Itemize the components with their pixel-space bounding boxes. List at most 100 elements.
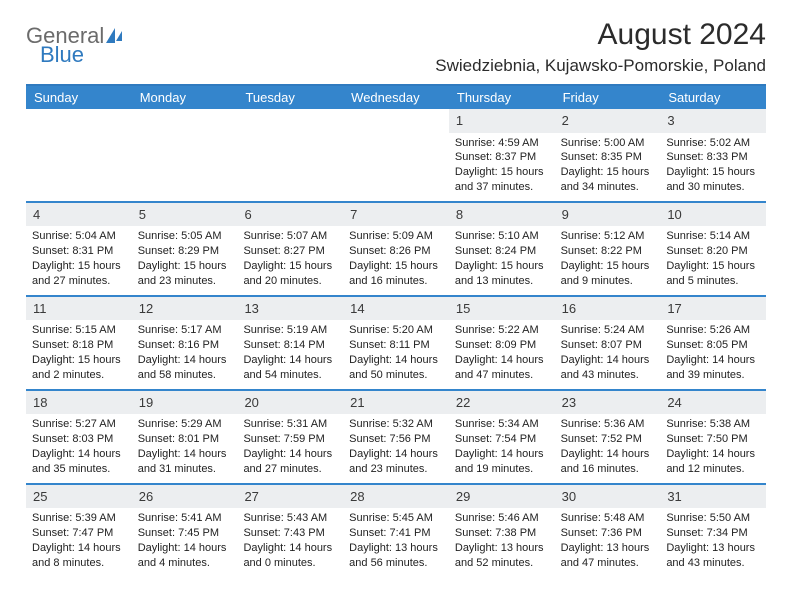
sunset-text: Sunset: 8:29 PM — [138, 244, 232, 259]
sunset-text: Sunset: 7:41 PM — [349, 526, 443, 541]
sunrise-text: Sunrise: 5:05 AM — [138, 229, 232, 244]
day-number: 5 — [132, 203, 238, 227]
daylight-text: Daylight: 15 hours and 13 minutes. — [455, 259, 549, 289]
daylight-text: Daylight: 14 hours and 54 minutes. — [243, 353, 337, 383]
day-body: Sunrise: 5:48 AMSunset: 7:36 PMDaylight:… — [555, 508, 661, 576]
sunrise-text: Sunrise: 5:02 AM — [666, 136, 760, 151]
sunrise-text: Sunrise: 5:50 AM — [666, 511, 760, 526]
day-cell: 25Sunrise: 5:39 AMSunset: 7:47 PMDayligh… — [26, 485, 132, 577]
sunrise-text: Sunrise: 5:26 AM — [666, 323, 760, 338]
daylight-text: Daylight: 15 hours and 16 minutes. — [349, 259, 443, 289]
daylight-text: Daylight: 15 hours and 2 minutes. — [32, 353, 126, 383]
sunrise-text: Sunrise: 5:17 AM — [138, 323, 232, 338]
daylight-text: Daylight: 13 hours and 47 minutes. — [561, 541, 655, 571]
sunset-text: Sunset: 7:43 PM — [243, 526, 337, 541]
day-cell: 7Sunrise: 5:09 AMSunset: 8:26 PMDaylight… — [343, 203, 449, 295]
sunrise-text: Sunrise: 5:04 AM — [32, 229, 126, 244]
sunrise-text: Sunrise: 5:10 AM — [455, 229, 549, 244]
daylight-text: Daylight: 14 hours and 58 minutes. — [138, 353, 232, 383]
sunrise-text: Sunrise: 5:36 AM — [561, 417, 655, 432]
sunrise-text: Sunrise: 5:38 AM — [666, 417, 760, 432]
day-of-week-row: Sunday Monday Tuesday Wednesday Thursday… — [26, 86, 766, 109]
day-cell: 4Sunrise: 5:04 AMSunset: 8:31 PMDaylight… — [26, 203, 132, 295]
day-number: 23 — [555, 391, 661, 415]
page-title: August 2024 — [435, 18, 766, 52]
day-number: 10 — [660, 203, 766, 227]
day-body: Sunrise: 4:59 AMSunset: 8:37 PMDaylight:… — [449, 133, 555, 201]
sunrise-text: Sunrise: 4:59 AM — [455, 136, 549, 151]
day-cell: 5Sunrise: 5:05 AMSunset: 8:29 PMDaylight… — [132, 203, 238, 295]
day-number: 17 — [660, 297, 766, 321]
day-number: 1 — [449, 109, 555, 133]
daylight-text: Daylight: 14 hours and 16 minutes. — [561, 447, 655, 477]
day-cell: 31Sunrise: 5:50 AMSunset: 7:34 PMDayligh… — [660, 485, 766, 577]
sunrise-text: Sunrise: 5:29 AM — [138, 417, 232, 432]
day-body: Sunrise: 5:32 AMSunset: 7:56 PMDaylight:… — [343, 414, 449, 482]
daylight-text: Daylight: 14 hours and 8 minutes. — [32, 541, 126, 571]
sunrise-text: Sunrise: 5:46 AM — [455, 511, 549, 526]
day-cell: 29Sunrise: 5:46 AMSunset: 7:38 PMDayligh… — [449, 485, 555, 577]
day-number: 9 — [555, 203, 661, 227]
day-body: Sunrise: 5:50 AMSunset: 7:34 PMDaylight:… — [660, 508, 766, 576]
sunset-text: Sunset: 8:07 PM — [561, 338, 655, 353]
daylight-text: Daylight: 14 hours and 39 minutes. — [666, 353, 760, 383]
day-cell: 17Sunrise: 5:26 AMSunset: 8:05 PMDayligh… — [660, 297, 766, 389]
week-row: 1Sunrise: 4:59 AMSunset: 8:37 PMDaylight… — [26, 109, 766, 201]
sunset-text: Sunset: 8:26 PM — [349, 244, 443, 259]
day-number: 24 — [660, 391, 766, 415]
day-body: Sunrise: 5:45 AMSunset: 7:41 PMDaylight:… — [343, 508, 449, 576]
sunrise-text: Sunrise: 5:14 AM — [666, 229, 760, 244]
logo-text-blue: Blue — [40, 43, 122, 66]
sunset-text: Sunset: 7:34 PM — [666, 526, 760, 541]
sunrise-text: Sunrise: 5:12 AM — [561, 229, 655, 244]
day-body: Sunrise: 5:17 AMSunset: 8:16 PMDaylight:… — [132, 320, 238, 388]
day-number: 3 — [660, 109, 766, 133]
day-body: Sunrise: 5:46 AMSunset: 7:38 PMDaylight:… — [449, 508, 555, 576]
day-cell: 18Sunrise: 5:27 AMSunset: 8:03 PMDayligh… — [26, 391, 132, 483]
day-cell — [132, 109, 238, 201]
day-cell: 15Sunrise: 5:22 AMSunset: 8:09 PMDayligh… — [449, 297, 555, 389]
day-body: Sunrise: 5:29 AMSunset: 8:01 PMDaylight:… — [132, 414, 238, 482]
day-body: Sunrise: 5:38 AMSunset: 7:50 PMDaylight:… — [660, 414, 766, 482]
daylight-text: Daylight: 15 hours and 5 minutes. — [666, 259, 760, 289]
day-body: Sunrise: 5:36 AMSunset: 7:52 PMDaylight:… — [555, 414, 661, 482]
dow-thursday: Thursday — [449, 86, 555, 109]
daylight-text: Daylight: 14 hours and 4 minutes. — [138, 541, 232, 571]
day-body: Sunrise: 5:22 AMSunset: 8:09 PMDaylight:… — [449, 320, 555, 388]
sunrise-text: Sunrise: 5:07 AM — [243, 229, 337, 244]
sunset-text: Sunset: 8:11 PM — [349, 338, 443, 353]
sunset-text: Sunset: 7:50 PM — [666, 432, 760, 447]
day-body: Sunrise: 5:24 AMSunset: 8:07 PMDaylight:… — [555, 320, 661, 388]
day-cell — [26, 109, 132, 201]
day-number: 20 — [237, 391, 343, 415]
sunset-text: Sunset: 8:31 PM — [32, 244, 126, 259]
sunrise-text: Sunrise: 5:22 AM — [455, 323, 549, 338]
day-body: Sunrise: 5:00 AMSunset: 8:35 PMDaylight:… — [555, 133, 661, 201]
dow-monday: Monday — [132, 86, 238, 109]
sunset-text: Sunset: 8:37 PM — [455, 150, 549, 165]
day-cell: 24Sunrise: 5:38 AMSunset: 7:50 PMDayligh… — [660, 391, 766, 483]
day-cell: 30Sunrise: 5:48 AMSunset: 7:36 PMDayligh… — [555, 485, 661, 577]
day-cell: 19Sunrise: 5:29 AMSunset: 8:01 PMDayligh… — [132, 391, 238, 483]
day-cell: 16Sunrise: 5:24 AMSunset: 8:07 PMDayligh… — [555, 297, 661, 389]
day-body: Sunrise: 5:27 AMSunset: 8:03 PMDaylight:… — [26, 414, 132, 482]
dow-wednesday: Wednesday — [343, 86, 449, 109]
sunrise-text: Sunrise: 5:48 AM — [561, 511, 655, 526]
daylight-text: Daylight: 15 hours and 9 minutes. — [561, 259, 655, 289]
day-number: 6 — [237, 203, 343, 227]
day-body: Sunrise: 5:19 AMSunset: 8:14 PMDaylight:… — [237, 320, 343, 388]
day-number: 18 — [26, 391, 132, 415]
sunrise-text: Sunrise: 5:34 AM — [455, 417, 549, 432]
daylight-text: Daylight: 14 hours and 12 minutes. — [666, 447, 760, 477]
dow-saturday: Saturday — [660, 86, 766, 109]
daylight-text: Daylight: 15 hours and 34 minutes. — [561, 165, 655, 195]
day-cell: 6Sunrise: 5:07 AMSunset: 8:27 PMDaylight… — [237, 203, 343, 295]
daylight-text: Daylight: 15 hours and 27 minutes. — [32, 259, 126, 289]
day-body: Sunrise: 5:14 AMSunset: 8:20 PMDaylight:… — [660, 226, 766, 294]
sunrise-text: Sunrise: 5:32 AM — [349, 417, 443, 432]
day-cell: 12Sunrise: 5:17 AMSunset: 8:16 PMDayligh… — [132, 297, 238, 389]
day-cell: 21Sunrise: 5:32 AMSunset: 7:56 PMDayligh… — [343, 391, 449, 483]
sunset-text: Sunset: 8:18 PM — [32, 338, 126, 353]
sunset-text: Sunset: 7:45 PM — [138, 526, 232, 541]
day-body: Sunrise: 5:09 AMSunset: 8:26 PMDaylight:… — [343, 226, 449, 294]
